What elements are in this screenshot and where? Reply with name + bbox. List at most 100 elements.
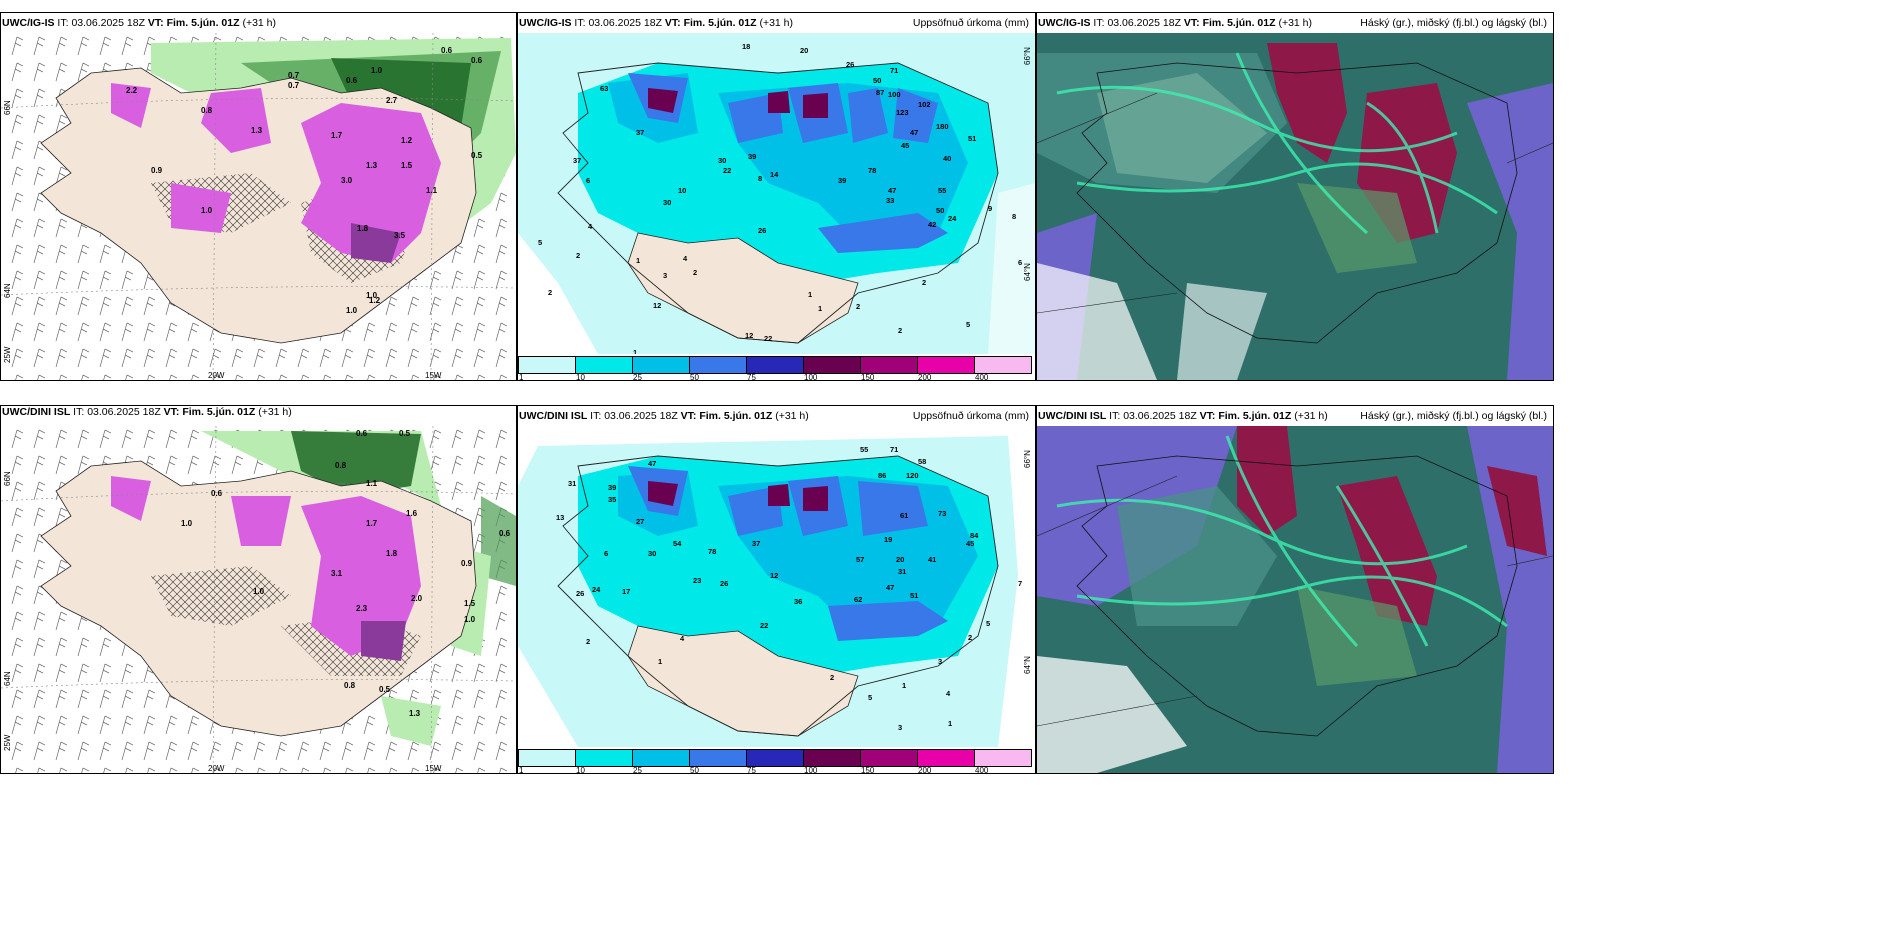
vt-time: Fim. 5.jún. 01Z xyxy=(182,406,256,418)
value-label: 4 xyxy=(588,222,593,231)
vt-time: Fim. 5.jún. 01Z xyxy=(1218,410,1292,422)
lon-label: 20W xyxy=(208,764,225,773)
value-label: 36 xyxy=(794,597,802,606)
vt-time: Fim. 5.jún. 01Z xyxy=(683,17,757,29)
value-label: 5 xyxy=(868,693,872,702)
value-label: 50 xyxy=(873,76,881,85)
value-label: 20 xyxy=(896,555,904,564)
colorbar-swatch xyxy=(518,749,576,767)
it-time: 03.06.2025 18Z xyxy=(588,17,662,29)
it-time: 03.06.2025 18Z xyxy=(1107,17,1181,29)
value-label: 2.2 xyxy=(126,86,138,95)
value-label: 0.5 xyxy=(379,685,391,694)
panel-title: Uppsöfnuð úrkoma (mm) xyxy=(912,17,1029,29)
lead-time: (+31 h) xyxy=(775,410,809,422)
value-label: 78 xyxy=(868,166,876,175)
value-label: 1 xyxy=(948,719,952,728)
value-label: 23 xyxy=(693,576,701,585)
value-label: 55 xyxy=(938,186,946,195)
value-label: 10 xyxy=(678,186,686,195)
panel-header: UWC/DINI ISL IT: 03.06.2025 18Z VT: Fim.… xyxy=(1038,410,1549,424)
value-label: 42 xyxy=(928,220,936,229)
lat-label: 66°N xyxy=(1023,47,1032,65)
model-name: UWC/DINI ISL xyxy=(1038,410,1107,422)
colorbar-swatch xyxy=(689,356,747,374)
colorbar-tick: 400 xyxy=(975,766,989,774)
it-time: 03.06.2025 18Z xyxy=(71,17,145,29)
value-label: 19 xyxy=(884,535,892,544)
vt-time: Fim. 5.jún. 01Z xyxy=(166,17,240,29)
colorbar-swatch xyxy=(974,356,1032,374)
map-panel-dini-wind: UWC/DINI ISL IT: 03.06.2025 18Z VT: Fim.… xyxy=(0,405,517,774)
value-label: 22 xyxy=(723,166,731,175)
value-label: 1.2 xyxy=(401,136,413,145)
panel-header: UWC/DINI ISL IT: 03.06.2025 18Z VT: Fim.… xyxy=(2,406,512,420)
panel-header: UWC/IG-IS IT: 03.06.2025 18Z VT: Fim. 5.… xyxy=(2,17,512,31)
value-label: 2 xyxy=(898,326,902,335)
value-label: 31 xyxy=(568,479,576,488)
value-label: 0.6 xyxy=(441,46,453,55)
value-label: 6 xyxy=(604,549,608,558)
value-label: 1.5 xyxy=(464,599,476,608)
colorbar-swatch xyxy=(917,749,975,767)
colorbar-tick: 75 xyxy=(747,766,756,774)
colorbar-swatch xyxy=(974,749,1032,767)
model-name: UWC/IG-IS xyxy=(1038,17,1091,29)
value-label: 120 xyxy=(906,471,919,480)
colorbar-swatch xyxy=(917,356,975,374)
lon-label: 15W xyxy=(425,371,442,380)
lon-label: 20W xyxy=(208,371,225,380)
value-label: 5 xyxy=(538,238,542,247)
value-label: 100 xyxy=(888,90,901,99)
value-label: 57 xyxy=(856,555,864,564)
value-label: 1.3 xyxy=(366,161,378,170)
colorbar-tick: 400 xyxy=(975,373,989,381)
lat-label: 64N xyxy=(3,283,12,298)
value-label: 1.0 xyxy=(181,519,193,528)
value-label: 0.7 xyxy=(288,81,300,90)
value-label: 51 xyxy=(910,591,918,600)
wind-map: 0.6 0.6 0.7 0.7 0.8 0.6 1.0 2.2 1.7 1.2 … xyxy=(1,33,516,380)
value-label: 12 xyxy=(653,301,661,310)
value-label: 0.6 xyxy=(471,56,483,65)
colorbar-tick: 25 xyxy=(633,766,642,774)
colorbar-swatch xyxy=(803,749,861,767)
value-label: 3 xyxy=(938,657,942,666)
value-label: 0.5 xyxy=(471,151,483,160)
value-label: 2.0 xyxy=(411,594,423,603)
value-label: 26 xyxy=(720,579,728,588)
value-label: 3 xyxy=(663,271,667,280)
value-label: 1.1 xyxy=(426,186,438,195)
value-label: 1.0 xyxy=(371,66,383,75)
colorbar-tick: 50 xyxy=(690,766,699,774)
value-label: 40 xyxy=(943,154,951,163)
value-label: 1.0 xyxy=(366,291,378,300)
value-label: 2 xyxy=(922,278,926,287)
value-label: 71 xyxy=(890,66,898,75)
value-label: 2.7 xyxy=(386,96,398,105)
value-label: 47 xyxy=(888,186,896,195)
value-label: 78 xyxy=(708,547,716,556)
wind-map: 0.6 0.5 0.8 0.6 1.0 1.1 3.1 2.3 2.0 1.8 … xyxy=(1,426,516,773)
colorbar-swatch xyxy=(746,749,804,767)
value-label: 102 xyxy=(918,100,931,109)
map-panel-dini-clouds: UWC/DINI ISL IT: 03.06.2025 18Z VT: Fim.… xyxy=(1036,405,1554,774)
value-label: 0.7 xyxy=(288,71,300,80)
value-label: 37 xyxy=(573,156,581,165)
value-label: 2 xyxy=(856,302,860,311)
value-label: 0.6 xyxy=(346,76,358,85)
value-label: 55 xyxy=(860,445,868,454)
panel-title: Háský (gr.), miðský (fj.bl.) og lágský (… xyxy=(1360,410,1547,422)
value-label: 2 xyxy=(576,251,580,260)
map-panel-igis-clouds: UWC/IG-IS IT: 03.06.2025 18Z VT: Fim. 5.… xyxy=(1036,12,1554,381)
colorbar-tick: 50 xyxy=(690,373,699,381)
value-label: 9 xyxy=(988,204,992,213)
colorbar: 1 10 25 50 75 100 150 200 400 xyxy=(518,354,1035,380)
lat-label: 66°N xyxy=(1023,450,1032,468)
value-label: 39 xyxy=(608,483,616,492)
model-name: UWC/IG-IS xyxy=(519,17,572,29)
value-label: 4 xyxy=(683,254,688,263)
it-label: IT: xyxy=(1109,410,1121,422)
value-label: 22 xyxy=(764,334,772,343)
value-label: 1.0 xyxy=(253,587,265,596)
